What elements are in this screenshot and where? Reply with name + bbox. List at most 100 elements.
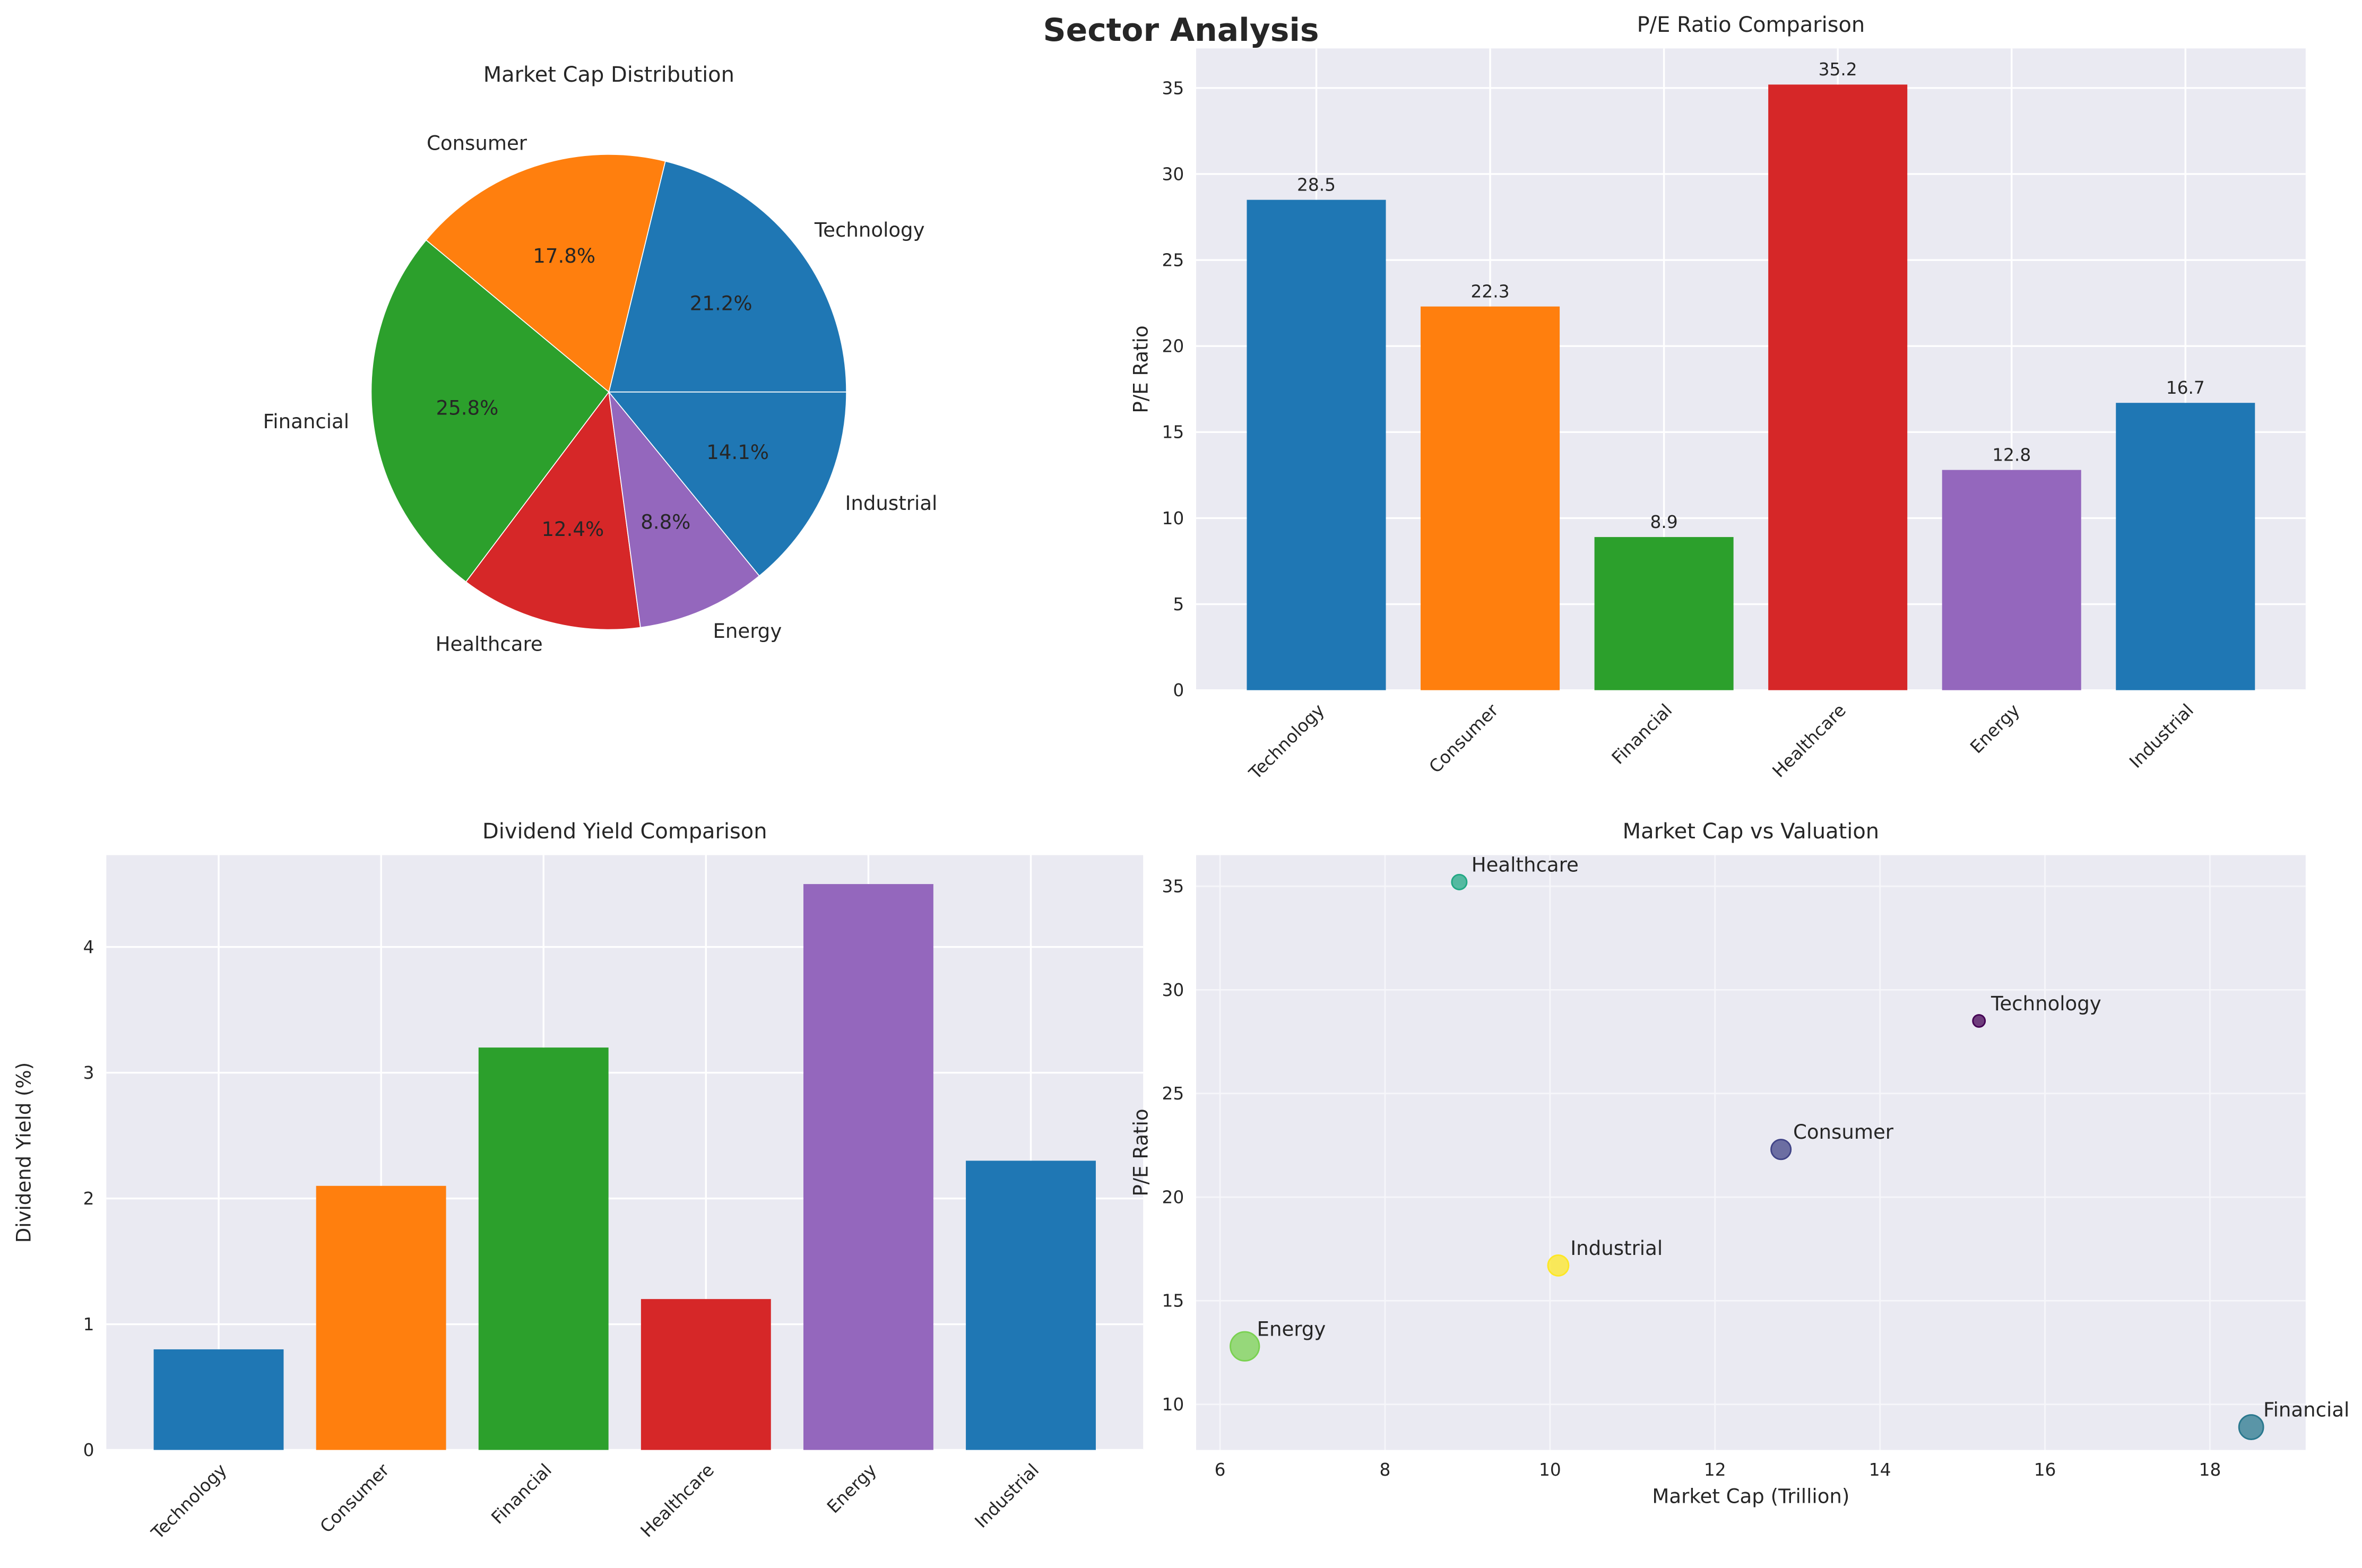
bar-energy — [1942, 470, 2081, 690]
pie-label: Consumer — [427, 132, 527, 154]
x-tick-label: Financial — [1608, 700, 1676, 768]
chart-title: P/E Ratio Comparison — [1637, 13, 1865, 37]
bar-industrial — [2116, 403, 2255, 690]
y-tick-label: 0 — [83, 1440, 94, 1460]
plot-area — [1196, 855, 2306, 1450]
pie-slice-consumer — [425, 154, 666, 393]
x-tick-label: Consumer — [316, 1460, 393, 1537]
bar-value-label: 16.7 — [2166, 378, 2205, 398]
bar-technology — [1247, 200, 1386, 690]
point-industrial — [1547, 1254, 1570, 1277]
bar-financial — [478, 1047, 609, 1450]
y-axis-label: P/E Ratio — [1130, 325, 1153, 413]
pie-slice-energy — [608, 390, 760, 628]
point-label: Consumer — [1793, 1121, 1894, 1143]
y-tick-label: 30 — [1162, 164, 1184, 184]
point-energy — [1230, 1331, 1260, 1362]
pie-label: Technology — [814, 219, 925, 241]
y-tick-label: 3 — [83, 1063, 94, 1083]
y-tick-label: 10 — [1162, 508, 1184, 529]
x-tick-label: Energy — [1966, 700, 2023, 757]
y-tick-label: 0 — [1173, 680, 1184, 700]
x-tick-label: 14 — [1869, 1460, 1891, 1480]
y-tick-label: 4 — [83, 937, 94, 957]
y-tick-label: 35 — [1162, 78, 1184, 98]
pie-slice-technology — [608, 160, 847, 393]
y-axis-label: P/E Ratio — [1130, 1108, 1153, 1196]
x-tick-label: Financial — [488, 1460, 556, 1528]
y-tick-label: 15 — [1162, 422, 1184, 443]
x-tick-label: 6 — [1215, 1460, 1226, 1480]
pie-pct-label: 21.2% — [690, 292, 752, 315]
pie-pct-label: 17.8% — [533, 245, 595, 267]
chart-title: Dividend Yield Comparison — [482, 819, 767, 844]
y-tick-label: 15 — [1162, 1291, 1184, 1311]
pie-label: Healthcare — [436, 633, 543, 656]
pie-title: Market Cap Distribution — [483, 63, 734, 87]
pie-label: Industrial — [845, 492, 937, 515]
bar-financial — [1594, 537, 1734, 690]
bar-healthcare — [1768, 84, 1908, 690]
x-tick-label: Industrial — [2125, 700, 2197, 772]
x-tick-label: Healthcare — [637, 1460, 718, 1541]
point-label: Energy — [1257, 1318, 1326, 1340]
pie-slice-financial — [370, 239, 610, 583]
pie-slice-healthcare — [465, 391, 641, 630]
pie-pct-label: 12.4% — [541, 518, 604, 541]
bar-technology — [153, 1349, 284, 1450]
bar-energy — [803, 884, 933, 1450]
bar-value-label: 22.3 — [1471, 282, 1510, 302]
y-tick-label: 20 — [1162, 336, 1184, 357]
pie-pct-label: 25.8% — [436, 396, 499, 419]
x-tick-label: 16 — [2034, 1460, 2056, 1480]
y-tick-label: 20 — [1162, 1187, 1184, 1207]
point-label: Industrial — [1570, 1237, 1663, 1260]
pie-label: Financial — [263, 410, 349, 433]
x-axis-label: Market Cap (Trillion) — [1652, 1485, 1849, 1508]
bar-consumer — [1421, 306, 1560, 690]
y-tick-label: 30 — [1162, 980, 1184, 1000]
y-tick-label: 10 — [1162, 1394, 1184, 1415]
point-label: Healthcare — [1472, 853, 1579, 876]
figure-title: Sector Analysis — [1043, 12, 1319, 49]
bar-value-label: 35.2 — [1819, 59, 1857, 80]
y-axis-label: Dividend Yield (%) — [13, 1062, 36, 1243]
point-label: Financial — [2263, 1399, 2349, 1422]
x-tick-label: Industrial — [971, 1460, 1043, 1532]
x-tick-label: Consumer — [1425, 700, 1502, 777]
x-tick-label: Healthcare — [1769, 700, 1850, 781]
bar-healthcare — [641, 1299, 771, 1450]
x-tick-label: Technology — [147, 1460, 230, 1543]
point-consumer — [1770, 1139, 1792, 1160]
bar-industrial — [966, 1160, 1096, 1450]
y-tick-label: 35 — [1162, 877, 1184, 897]
bar-value-label: 28.5 — [1297, 175, 1336, 195]
x-tick-label: Energy — [823, 1460, 880, 1517]
x-tick-label: 10 — [1539, 1460, 1561, 1480]
y-tick-label: 25 — [1162, 1084, 1184, 1104]
point-technology — [1972, 1014, 1986, 1028]
pie-pct-label: 8.8% — [641, 511, 690, 534]
pie-pct-label: 14.1% — [706, 441, 769, 464]
y-tick-label: 25 — [1162, 250, 1184, 270]
bar-value-label: 8.9 — [1650, 512, 1678, 532]
dividend-bar-chart: 0 1 2 3 4 Technology Consumer Financial Healthca… — [13, 819, 1144, 1544]
point-healthcare — [1451, 873, 1468, 890]
x-tick-label: Technology — [1245, 700, 1328, 783]
pie-label: Energy — [713, 620, 782, 643]
pie-slice-industrial — [608, 391, 847, 577]
bar-consumer — [316, 1185, 446, 1450]
chart-title: Market Cap vs Valuation — [1623, 819, 1879, 844]
pie-chart: Market Cap Distribution Technology 21.2% Co… — [263, 63, 938, 656]
x-tick-label: 8 — [1380, 1460, 1391, 1480]
bar-value-label: 12.8 — [1992, 445, 2031, 465]
y-tick-label: 5 — [1173, 594, 1184, 614]
scatter-chart: 6 8 10 12 14 16 18 10 15 20 25 30 35 Technology Consum… — [1130, 819, 2350, 1508]
point-label: Technology — [1991, 992, 2101, 1015]
point-financial — [2238, 1414, 2264, 1440]
x-tick-label: 18 — [2199, 1460, 2221, 1480]
y-tick-label: 2 — [83, 1189, 94, 1209]
pe-bar-chart: 0 5 10 15 20 25 30 35 28.5 Technology 22.3 Consumer… — [1130, 13, 2306, 784]
y-tick-label: 1 — [83, 1314, 94, 1335]
